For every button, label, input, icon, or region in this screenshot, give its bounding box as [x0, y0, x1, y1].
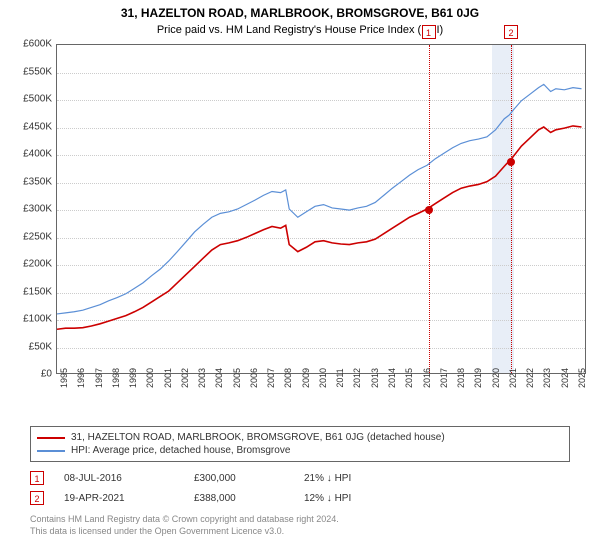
- ytick-label: £200K: [2, 259, 52, 270]
- sale-diff: 21% ↓ HPI: [304, 473, 414, 484]
- xtick-label: 2022: [525, 368, 535, 388]
- xtick-label: 1999: [128, 368, 138, 388]
- xtick-label: 1997: [94, 368, 104, 388]
- sale-row: 1 08-JUL-2016 £300,000 21% ↓ HPI: [30, 468, 570, 488]
- attribution-line2: This data is licensed under the Open Gov…: [30, 526, 570, 538]
- ytick-label: £0: [2, 369, 52, 380]
- sale-diff: 12% ↓ HPI: [304, 493, 414, 504]
- plot-region: 12: [56, 44, 586, 374]
- xtick-label: 2016: [422, 368, 432, 388]
- xtick-label: 2000: [145, 368, 155, 388]
- xtick-label: 2014: [387, 368, 397, 388]
- series-svg: [57, 45, 585, 373]
- ytick-label: £550K: [2, 66, 52, 77]
- xtick-label: 2001: [163, 368, 173, 388]
- sale-dot: [507, 158, 515, 166]
- xtick-label: 2024: [560, 368, 570, 388]
- xtick-label: 1996: [76, 368, 86, 388]
- xtick-label: 2013: [370, 368, 380, 388]
- sales-table: 1 08-JUL-2016 £300,000 21% ↓ HPI 2 19-APR-202…: [30, 468, 570, 508]
- legend-label: 31, HAZELTON ROAD, MARLBROOK, BROMSGROVE…: [71, 432, 445, 443]
- xtick-label: 2025: [577, 368, 587, 388]
- xtick-label: 2020: [491, 368, 501, 388]
- sale-marker-box: 1: [422, 25, 436, 39]
- xtick-label: 2021: [508, 368, 518, 388]
- sale-marker-box: 2: [504, 25, 518, 39]
- xtick-label: 2011: [335, 368, 345, 387]
- ytick-label: £350K: [2, 176, 52, 187]
- sale-date: 19-APR-2021: [64, 493, 174, 504]
- xtick-label: 2015: [404, 368, 414, 388]
- ytick-label: £400K: [2, 149, 52, 160]
- series-property: [57, 126, 582, 329]
- sale-date: 08-JUL-2016: [64, 473, 174, 484]
- sale-marker-box: 2: [30, 491, 44, 505]
- sale-price: £300,000: [194, 473, 284, 484]
- xtick-label: 2019: [473, 368, 483, 388]
- xtick-label: 2002: [180, 368, 190, 388]
- xtick-label: 2007: [266, 368, 276, 388]
- attribution-line1: Contains HM Land Registry data © Crown c…: [30, 514, 570, 526]
- ytick-label: £100K: [2, 314, 52, 325]
- xtick-label: 2017: [439, 368, 449, 388]
- sale-dot: [425, 206, 433, 214]
- ytick-label: £50K: [2, 341, 52, 352]
- xtick-label: 1998: [111, 368, 121, 388]
- xtick-label: 2004: [214, 368, 224, 388]
- xtick-label: 2010: [318, 368, 328, 388]
- series-hpi: [57, 84, 582, 314]
- xtick-label: 2008: [283, 368, 293, 388]
- legend-row: 31, HAZELTON ROAD, MARLBROOK, BROMSGROVE…: [37, 431, 563, 444]
- legend-label: HPI: Average price, detached house, Brom…: [71, 445, 290, 456]
- ytick-label: £600K: [2, 39, 52, 50]
- attribution: Contains HM Land Registry data © Crown c…: [30, 508, 570, 537]
- ytick-label: £450K: [2, 121, 52, 132]
- ytick-label: £300K: [2, 204, 52, 215]
- sale-price: £388,000: [194, 493, 284, 504]
- chart-title: 31, HAZELTON ROAD, MARLBROOK, BROMSGROVE…: [0, 0, 600, 20]
- chart-footer: 31, HAZELTON ROAD, MARLBROOK, BROMSGROVE…: [0, 420, 600, 537]
- legend-row: HPI: Average price, detached house, Brom…: [37, 444, 563, 457]
- sale-row: 2 19-APR-2021 £388,000 12% ↓ HPI: [30, 488, 570, 508]
- legend-box: 31, HAZELTON ROAD, MARLBROOK, BROMSGROVE…: [30, 426, 570, 462]
- ytick-label: £150K: [2, 286, 52, 297]
- xtick-label: 2009: [301, 368, 311, 388]
- ytick-label: £500K: [2, 94, 52, 105]
- legend-swatch: [37, 450, 65, 452]
- legend-swatch: [37, 437, 65, 439]
- xtick-label: 2023: [542, 368, 552, 388]
- xtick-label: 2012: [352, 368, 362, 388]
- chart-area: 31, HAZELTON ROAD, MARLBROOK, BROMSGROVE…: [0, 0, 600, 420]
- sale-marker-box: 1: [30, 471, 44, 485]
- xtick-label: 2006: [249, 368, 259, 388]
- ytick-label: £250K: [2, 231, 52, 242]
- xtick-label: 2003: [197, 368, 207, 388]
- xtick-label: 1995: [59, 368, 69, 388]
- xtick-label: 2018: [456, 368, 466, 388]
- xtick-label: 2005: [232, 368, 242, 388]
